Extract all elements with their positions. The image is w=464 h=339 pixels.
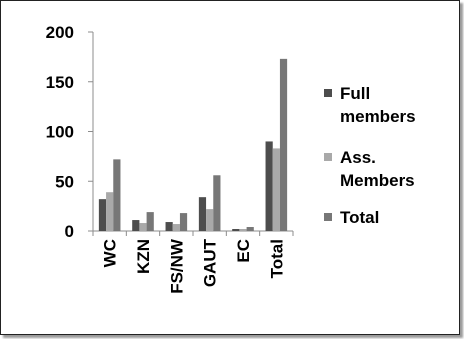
bar	[213, 175, 221, 231]
bar	[113, 159, 121, 231]
legend-label: members	[340, 107, 416, 126]
legend-swatch	[324, 213, 332, 221]
legend-label: Full	[340, 84, 370, 103]
x-tick-label: EC	[234, 239, 253, 263]
bar	[265, 141, 273, 231]
x-tick-label: Total	[267, 239, 286, 278]
bar	[179, 213, 188, 231]
y-tick-label: 100	[46, 123, 74, 142]
bar	[139, 223, 147, 231]
bar	[239, 229, 247, 231]
y-tick-label: 50	[55, 172, 74, 191]
bar	[246, 227, 254, 231]
chart-frame: 0 50 100 150 200 WC KZN FS/NW GAUT EC Total Full mem…	[0, 0, 460, 335]
bar	[132, 220, 140, 231]
legend-swatch	[324, 89, 332, 97]
x-tick-label: FS/NW	[167, 238, 186, 294]
legend-label: Total	[340, 208, 379, 227]
bar	[232, 229, 240, 231]
bar	[206, 209, 214, 231]
x-tick-label: WC	[101, 239, 120, 267]
bar	[198, 197, 207, 231]
bar-chart: 0 50 100 150 200 WC KZN FS/NW GAUT EC Total Full mem…	[46, 23, 416, 294]
x-tick-label: KZN	[134, 239, 153, 274]
legend-label: Ass.	[340, 148, 376, 167]
y-tick-label: 150	[46, 73, 74, 92]
bar	[279, 58, 288, 231]
bar	[172, 224, 180, 231]
legend-swatch	[324, 153, 332, 161]
bar	[106, 192, 114, 231]
bar	[98, 199, 107, 231]
legend-label: Members	[340, 171, 415, 190]
x-tick-label: GAUT	[201, 238, 220, 287]
y-tick-label: 0	[65, 222, 74, 241]
y-tick-label: 200	[46, 23, 74, 42]
bar	[146, 212, 154, 231]
bar	[272, 148, 280, 231]
bar	[165, 222, 173, 231]
